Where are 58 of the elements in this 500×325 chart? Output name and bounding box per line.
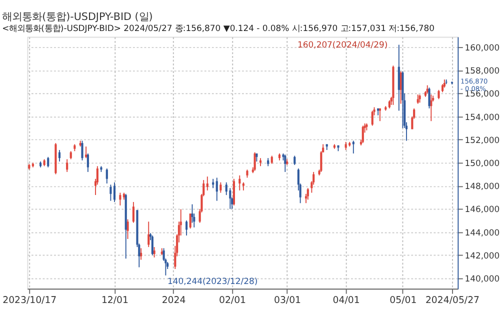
candlestick — [189, 213, 192, 230]
candlestick — [86, 152, 89, 172]
x-tick-label: 2024 — [162, 295, 186, 306]
x-tick-label: 2024/05/27 — [425, 295, 480, 306]
annotation: 140,244(2023/12/28) — [168, 276, 258, 286]
y-tick-label: 154,000 — [464, 112, 500, 122]
candlestick — [110, 184, 112, 202]
candlestick — [254, 152, 256, 172]
candlestick — [119, 192, 122, 206]
y-tick-label: 160,000 — [464, 42, 500, 52]
candlestick — [294, 155, 296, 166]
y-tick-label: 144,000 — [464, 227, 500, 238]
candlestick — [229, 188, 232, 210]
candlestick — [362, 125, 364, 144]
candlestick — [113, 182, 116, 202]
x-tick-label: 03/01 — [274, 295, 302, 306]
candlestick — [81, 140, 84, 161]
candlestick — [151, 235, 154, 256]
candlestick — [216, 177, 218, 202]
candlestick — [206, 176, 208, 191]
y-tick-label: 142,000 — [464, 250, 500, 260]
candlestick — [220, 182, 222, 194]
x-tick-label: 12/01 — [101, 295, 128, 306]
candlestick — [58, 150, 61, 162]
candlestick — [225, 182, 228, 196]
candlestick — [140, 248, 142, 260]
y-tick-label: 158,000 — [464, 66, 500, 76]
y-tick-label: 146,000 — [464, 204, 500, 214]
chart-subtitle: <해외통화(통합)-USDJPY-BID> 2024/05/27 종:156,870 ▼0.124 - 0.08% 시:156,970 고:157,031 저:156,780 — [2, 23, 434, 34]
y-tick-label: 148,000 — [464, 181, 500, 192]
y-tick-label: 140,000 — [464, 274, 500, 284]
candlestick — [284, 154, 286, 172]
x-tick-label: 02/01 — [219, 295, 246, 306]
candlestick — [126, 218, 129, 240]
candlestick — [47, 156, 50, 168]
candlestick — [306, 188, 309, 200]
candlestick — [438, 89, 440, 100]
x-tick-label: 05/01 — [390, 295, 417, 306]
candlestick — [66, 158, 68, 172]
candlestick — [85, 146, 88, 159]
candlestick — [191, 204, 194, 224]
candlestick — [398, 44, 400, 112]
candlestick — [371, 110, 374, 126]
x-tick-label: 04/01 — [332, 295, 360, 306]
candlestick — [186, 220, 188, 236]
annotation: 160,207(2024/04/29) — [298, 40, 388, 50]
candlestick — [416, 94, 419, 104]
candlestick — [132, 202, 134, 224]
y-tick-label: 150,000 — [464, 158, 500, 168]
candlestick — [320, 150, 322, 172]
candlestick — [428, 87, 430, 109]
candlestick — [106, 168, 108, 184]
x-tick-label: 2023/10/17 — [2, 295, 57, 306]
candlestick — [232, 178, 235, 206]
y-tick-label: 152,000 — [464, 134, 500, 145]
candlestick — [153, 246, 156, 258]
chart-title: 해외통화(통합)-USDJPY-BID (일) — [2, 10, 153, 23]
candlestick — [238, 174, 241, 191]
